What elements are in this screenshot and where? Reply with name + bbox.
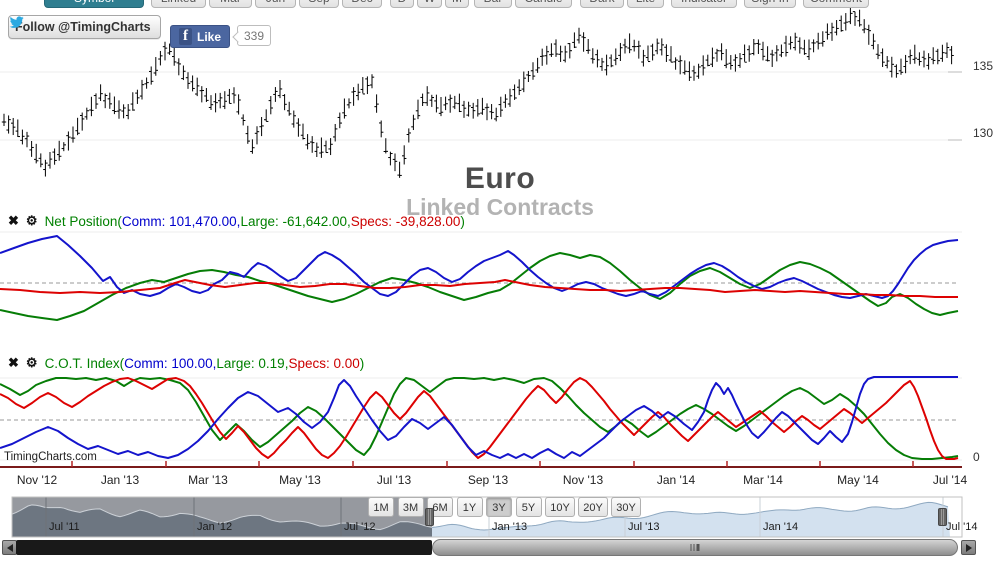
toolbar-button-candle[interactable]: Candle — [515, 0, 572, 8]
toolbar-button-symbol[interactable]: Symbol — [44, 0, 144, 8]
watermark: TimingCharts.com — [4, 451, 97, 463]
x-axis-label: May '14 — [837, 473, 879, 487]
net-specs-value: Specs: -39,828.00 — [350, 213, 461, 229]
toolbar-button-d[interactable]: D — [390, 0, 414, 8]
range-button-10y[interactable]: 10Y — [545, 497, 575, 517]
x-axis-label: May '13 — [279, 473, 321, 487]
scrollbar-right-arrow[interactable] — [961, 540, 976, 555]
cot-comm-value: Comm: 100.00, — [124, 355, 217, 371]
gear-icon[interactable]: ⚙ — [25, 213, 38, 228]
range-button-30y[interactable]: 30Y — [611, 497, 641, 517]
navigator-left-handle[interactable] — [425, 508, 434, 526]
twitter-follow-label: Follow @TimingCharts — [15, 20, 151, 34]
navigator-label: Jan '12 — [197, 521, 233, 533]
navigator-label: Jul '13 — [628, 521, 660, 533]
toolbar-button-mar[interactable]: Mar — [209, 0, 252, 8]
scrollbar-grip-icon — [690, 544, 700, 551]
net-large-value: Large: -61,642.00, — [240, 213, 351, 229]
cot-index-legend: ✖ ⚙ C.O.T. Index(Comm: 100.00,Large: 0.1… — [8, 355, 364, 371]
toolbar-button-dec[interactable]: Dec — [342, 0, 382, 8]
toolbar-button-lite[interactable]: Lite — [627, 0, 664, 8]
toolbar-button-indicator[interactable]: Indicator — [671, 0, 737, 8]
toolbar-button-sign-in[interactable]: Sign In — [744, 0, 796, 8]
navigator-right-handle[interactable] — [938, 508, 947, 526]
toolbar-button-w[interactable]: W — [417, 0, 442, 8]
net-close-paren: ) — [460, 213, 465, 229]
close-icon[interactable]: ✖ — [8, 355, 19, 370]
x-axis-label: Jan '14 — [656, 473, 696, 487]
toolbar-button-comment[interactable]: Comment — [803, 0, 869, 8]
toolbar-button-bar[interactable]: Bar — [474, 0, 512, 8]
range-button-1y[interactable]: 1Y — [456, 497, 483, 517]
toolbar-button-dark[interactable]: Dark — [580, 0, 624, 8]
navigator-label: Jan '13 — [492, 521, 528, 533]
range-button-3y[interactable]: 3Y — [486, 497, 512, 517]
cot-large-value: Large: 0.19, — [216, 355, 289, 371]
toolbar-button-m[interactable]: M — [445, 0, 469, 8]
y-axis-label-130: 130 — [973, 126, 994, 140]
y-axis-label-0: 0 — [973, 450, 980, 464]
cot-index-name: C.O.T. Index( — [44, 355, 125, 371]
left-triangle-icon — [7, 544, 13, 552]
net-position-name: Net Position( — [44, 213, 122, 229]
net-position-legend: ✖ ⚙ Net Position(Comm: 101,470.00,Large:… — [8, 213, 465, 229]
x-axis-label: Jul '14 — [932, 473, 968, 487]
toolbar-button-linked[interactable]: Linked — [151, 0, 206, 8]
navigator-label: Jul '14 — [946, 521, 978, 533]
navigator-label: Jan '14 — [763, 521, 799, 533]
gear-icon[interactable]: ⚙ — [25, 355, 38, 370]
x-axis-label: Nov '12 — [16, 473, 58, 487]
right-triangle-icon — [966, 544, 972, 552]
range-button-20y[interactable]: 20Y — [578, 497, 608, 517]
scrollbar-track[interactable] — [16, 540, 432, 555]
toolbar-button-jun[interactable]: Jun — [255, 0, 296, 8]
like-count-value: 339 — [243, 28, 265, 43]
facebook-like-count: 339 — [232, 25, 271, 46]
x-axis-label: Sep '13 — [467, 473, 509, 487]
range-button-5y[interactable]: 5Y — [515, 497, 542, 517]
facebook-logo-icon: f — [179, 28, 192, 45]
cot-specs-value: Specs: 0.00 — [288, 355, 360, 371]
navigator-label: Jul '11 — [49, 521, 80, 533]
range-button-3m[interactable]: 3M — [397, 497, 424, 517]
toolbar-button-sep[interactable]: Sep — [299, 0, 339, 8]
x-axis-label: Nov '13 — [562, 473, 604, 487]
twitter-follow-button[interactable]: Follow @TimingCharts — [8, 15, 161, 39]
range-button-1m[interactable]: 1M — [368, 497, 394, 517]
y-axis-label-135: 135 — [973, 59, 994, 73]
x-axis-label: Jul '13 — [376, 473, 412, 487]
net-comm-value: Comm: 101,470.00, — [121, 213, 241, 229]
facebook-like-button[interactable]: f Like — [170, 25, 231, 48]
scrollbar-thumb[interactable] — [432, 539, 958, 556]
x-axis-label: Mar '13 — [188, 473, 228, 487]
x-axis-label: Mar '14 — [743, 473, 783, 487]
twitter-bird-icon — [9, 16, 24, 28]
chart-title: Euro — [464, 162, 536, 195]
close-icon[interactable]: ✖ — [8, 213, 19, 228]
cot-close-paren: ) — [359, 355, 365, 371]
chart-subtitle: Linked Contracts — [406, 194, 594, 220]
navigator-label: Jul '12 — [344, 521, 376, 533]
x-axis-label: Jan '13 — [100, 473, 140, 487]
scrollbar-left-arrow[interactable] — [2, 540, 17, 555]
facebook-like-label: Like — [197, 29, 222, 44]
